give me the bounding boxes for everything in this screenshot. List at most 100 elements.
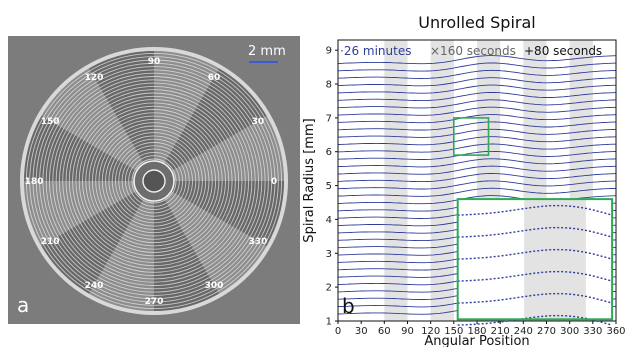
- angle-label: 30: [252, 117, 265, 127]
- spiral-line: [337, 91, 617, 102]
- angle-label: 270: [145, 297, 164, 307]
- y-axis-label: Spiral Radius [mm]: [302, 118, 317, 242]
- spiral-groove: [72, 99, 236, 263]
- spiral-line: [337, 128, 617, 138]
- x-tick-label: 0: [335, 326, 341, 337]
- inset-band: [524, 199, 586, 320]
- spiral-groove: [32, 59, 276, 303]
- inset-line: [457, 270, 613, 282]
- spiral-groove: [35, 62, 273, 300]
- spiral-groove: [25, 52, 283, 310]
- spiral-groove: [118, 145, 190, 217]
- spiral-groove: [68, 95, 240, 267]
- spiral-line: [337, 121, 616, 131]
- y-tick-label: 2: [326, 283, 332, 294]
- panel-letter-b: b: [342, 294, 355, 318]
- inset-line: [457, 248, 613, 260]
- inset-line: [457, 226, 613, 238]
- angle-label: 120: [85, 73, 104, 83]
- x-tick-label: 270: [537, 326, 556, 337]
- spiral-groove: [108, 135, 200, 227]
- x-tick-label: 210: [491, 326, 510, 337]
- x-tick-label: 240: [514, 326, 533, 337]
- sector-shade: [154, 50, 219, 181]
- angle-label: 300: [205, 281, 224, 291]
- spiral-groove: [111, 138, 197, 224]
- spiral-groove: [115, 142, 193, 220]
- y-tick-label: 3: [326, 249, 332, 260]
- spiral-groove: [105, 132, 203, 230]
- inset-line: [457, 204, 613, 216]
- angle-label: 180: [25, 177, 44, 187]
- spiral-groove: [45, 72, 263, 290]
- spiral-line: [337, 158, 617, 168]
- spiral-groove: [121, 148, 187, 214]
- spiral-line: [337, 136, 617, 146]
- sector-shade: [23, 116, 154, 181]
- spiral-line: [337, 114, 617, 124]
- spiral-groove: [98, 125, 210, 237]
- x-tick-label: 360: [606, 326, 625, 337]
- zoom-region-box: [453, 117, 490, 156]
- sector-shade: [154, 181, 267, 294]
- spiral-groove: [58, 85, 250, 277]
- spiral-line: [337, 99, 617, 109]
- spiral-line: [337, 165, 616, 175]
- spiral-line: [337, 55, 617, 65]
- sector-shade: [154, 181, 219, 311]
- spiral-core-inner: [142, 169, 166, 193]
- spiral-groove: [128, 155, 180, 207]
- angle-label: 150: [41, 117, 60, 127]
- x-tick-label: 300: [560, 326, 579, 337]
- spiral-line: [337, 180, 617, 190]
- spiral-groove: [95, 122, 213, 240]
- spiral-line: [337, 84, 617, 94]
- x-tick-label: 60: [378, 326, 391, 337]
- angle-label: 90: [148, 57, 161, 67]
- y-tick-label: 5: [326, 181, 332, 192]
- angle-label: 240: [85, 281, 104, 291]
- spiral-line: [337, 173, 617, 183]
- sector-shade: [154, 116, 284, 181]
- spiral-line: [337, 69, 617, 79]
- y-tick-label: 9: [326, 46, 332, 57]
- y-tick-label: 4: [326, 215, 332, 226]
- x-tick-label: 120: [421, 326, 440, 337]
- angle-label: 210: [41, 237, 60, 247]
- spiral-groove: [75, 102, 233, 260]
- sector-shade: [89, 50, 154, 181]
- spiral-line: [337, 77, 617, 87]
- sector-shade: [154, 181, 284, 246]
- spiral-groove: [65, 92, 243, 270]
- spiral-groove: [124, 151, 184, 211]
- y-tick-label: 6: [326, 147, 332, 158]
- spiral-groove: [49, 76, 259, 286]
- x-tick-label: 150: [444, 326, 463, 337]
- angle-label: 0: [271, 177, 277, 187]
- x-tick-label: 180: [467, 326, 486, 337]
- x-tick-label: 30: [355, 326, 368, 337]
- spiral-groove: [29, 56, 279, 306]
- legend-entry: ×160 seconds: [430, 44, 516, 58]
- panel-a-micrograph: 90 60 30 0 330 300 270 240 210 180 150 120 2 mm a: [8, 36, 300, 324]
- spiral-groove: [131, 158, 177, 204]
- spiral-groove: [85, 112, 223, 250]
- panel-letter-a: a: [17, 293, 29, 317]
- sector-shade: [41, 68, 154, 181]
- sector-shade: [89, 181, 154, 311]
- scale-bar-label: 2 mm: [248, 44, 286, 59]
- sector-shade: [154, 68, 267, 181]
- spiral-groove: [91, 118, 217, 244]
- inset-line: [457, 292, 613, 304]
- x-axis-label: Angular Position: [424, 334, 529, 347]
- spiral-groove: [82, 109, 226, 253]
- sector-shade: [41, 181, 154, 294]
- spiral-groove: [78, 105, 230, 257]
- sector-shade: [23, 181, 154, 246]
- y-tick-label: 8: [326, 80, 332, 91]
- angle-label: 60: [208, 73, 221, 83]
- spiral-line: [337, 187, 617, 197]
- legend-entry: +80 seconds: [524, 44, 602, 58]
